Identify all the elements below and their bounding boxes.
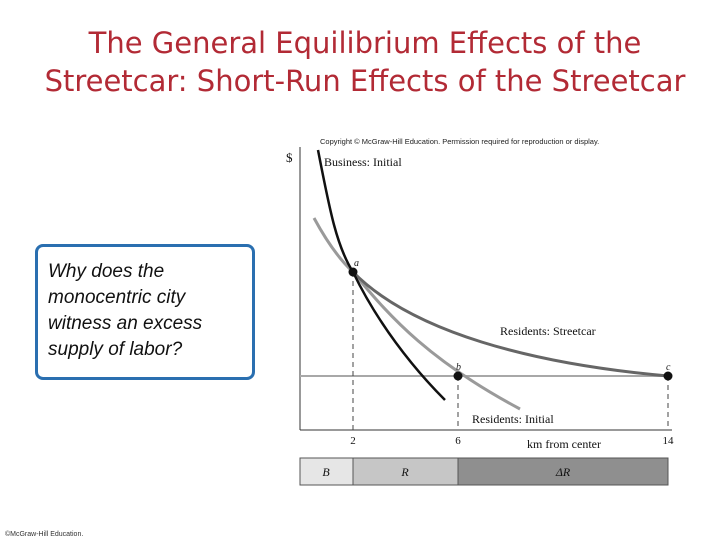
question-callout: Why does the monocentric city witness an… (35, 244, 255, 380)
zone-r (352, 457, 459, 486)
point-a-label: a (354, 258, 359, 269)
zone-b (299, 457, 354, 486)
residents-initial-label: Residents: Initial (472, 412, 554, 426)
zone-b-label: B (322, 465, 330, 479)
x-tick-14: 14 (663, 435, 675, 447)
x-axis-label: km from center (527, 437, 601, 451)
bid-rent-diagram: Copyright © McGraw-Hill Education. Permi… (286, 137, 675, 486)
residents-initial-curve (312, 217, 521, 411)
point-b (453, 371, 463, 381)
footer-copyright: ©McGraw-Hill Education. (5, 531, 84, 538)
title-line-1: The General Equilibrium Effects of the (88, 26, 642, 60)
zone-delta-r (457, 457, 669, 486)
slide-title: The General Equilibrium Effects of the S… (20, 24, 710, 100)
zone-r-label: R (400, 465, 409, 479)
x-tick-2: 2 (350, 435, 356, 447)
point-b-label: b (456, 362, 461, 373)
point-c (663, 371, 673, 381)
point-c-label: c (666, 362, 671, 373)
callout-text: Why does the monocentric city witness an… (48, 261, 203, 360)
y-axis-label: $ (286, 150, 293, 165)
residents-streetcar-curve (351, 270, 669, 378)
title-line-2: Streetcar: Short-Run Effects of the Stre… (44, 64, 686, 98)
x-tick-6: 6 (455, 435, 461, 447)
zone-delta-r-label: ΔR (555, 465, 571, 479)
point-a (348, 267, 358, 277)
residents-streetcar-label: Residents: Streetcar (500, 324, 596, 338)
business-initial-label: Business: Initial (324, 155, 402, 169)
business-initial-curve (316, 149, 446, 401)
figure-copyright: Copyright © McGraw-Hill Education. Permi… (320, 137, 599, 146)
bid-rent-figure: Copyright © McGraw-Hill Education. Permi… (282, 132, 692, 492)
